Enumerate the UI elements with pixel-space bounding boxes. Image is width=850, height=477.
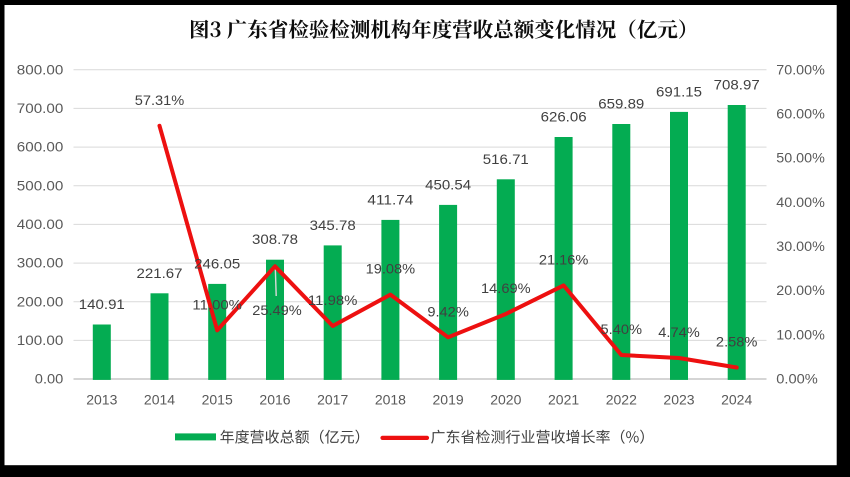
svg-text:345.78: 345.78: [310, 218, 356, 233]
svg-text:70.00%: 70.00%: [776, 62, 825, 77]
svg-text:57.31%: 57.31%: [135, 92, 185, 108]
svg-text:140.91: 140.91: [79, 297, 125, 312]
svg-text:700.00: 700.00: [17, 101, 63, 116]
svg-text:2015: 2015: [202, 392, 233, 408]
svg-text:100.00: 100.00: [17, 333, 63, 348]
svg-text:411.74: 411.74: [367, 192, 414, 207]
svg-text:2016: 2016: [259, 392, 290, 408]
svg-text:708.97: 708.97: [714, 78, 760, 93]
svg-text:450.54: 450.54: [425, 177, 472, 192]
svg-text:25.49%: 25.49%: [252, 302, 302, 318]
svg-text:21.16%: 21.16%: [539, 252, 589, 268]
svg-text:0.00: 0.00: [35, 372, 64, 387]
svg-text:2019: 2019: [433, 392, 464, 408]
svg-text:246.05: 246.05: [194, 256, 240, 271]
svg-text:2023: 2023: [663, 392, 694, 408]
svg-text:0.00%: 0.00%: [776, 372, 818, 387]
svg-text:800.00: 800.00: [17, 62, 63, 77]
svg-text:11.00%: 11.00%: [192, 296, 242, 312]
svg-text:516.71: 516.71: [483, 152, 529, 167]
svg-text:2022: 2022: [606, 392, 637, 408]
svg-text:19.08%: 19.08%: [366, 261, 416, 277]
svg-text:2017: 2017: [317, 392, 348, 408]
svg-text:308.78: 308.78: [252, 232, 298, 247]
svg-text:691.15: 691.15: [656, 84, 702, 99]
svg-text:2020: 2020: [490, 392, 521, 408]
svg-text:500.00: 500.00: [17, 178, 63, 193]
svg-text:300.00: 300.00: [17, 256, 63, 271]
svg-text:14.69%: 14.69%: [481, 280, 531, 296]
svg-text:20.00%: 20.00%: [776, 283, 825, 298]
svg-text:600.00: 600.00: [17, 140, 63, 155]
svg-text:2.58%: 2.58%: [716, 334, 758, 350]
svg-text:5.40%: 5.40%: [601, 321, 643, 337]
svg-text:400.00: 400.00: [17, 217, 63, 232]
svg-text:200.00: 200.00: [17, 294, 63, 309]
svg-text:2024: 2024: [721, 392, 752, 408]
svg-text:4.74%: 4.74%: [658, 324, 700, 340]
svg-text:659.89: 659.89: [598, 97, 644, 112]
svg-text:2013: 2013: [86, 392, 117, 408]
svg-text:9.42%: 9.42%: [427, 303, 469, 319]
svg-text:40.00%: 40.00%: [776, 195, 825, 210]
svg-text:626.06: 626.06: [541, 110, 587, 125]
svg-text:2014: 2014: [144, 392, 175, 408]
svg-text:11.98%: 11.98%: [308, 292, 358, 308]
svg-text:2018: 2018: [375, 392, 406, 408]
svg-text:2021: 2021: [548, 392, 579, 408]
svg-text:10.00%: 10.00%: [776, 327, 825, 342]
svg-text:50.00%: 50.00%: [776, 151, 825, 166]
svg-text:221.67: 221.67: [137, 266, 183, 281]
svg-text:60.00%: 60.00%: [776, 107, 825, 122]
svg-text:30.00%: 30.00%: [776, 239, 825, 254]
